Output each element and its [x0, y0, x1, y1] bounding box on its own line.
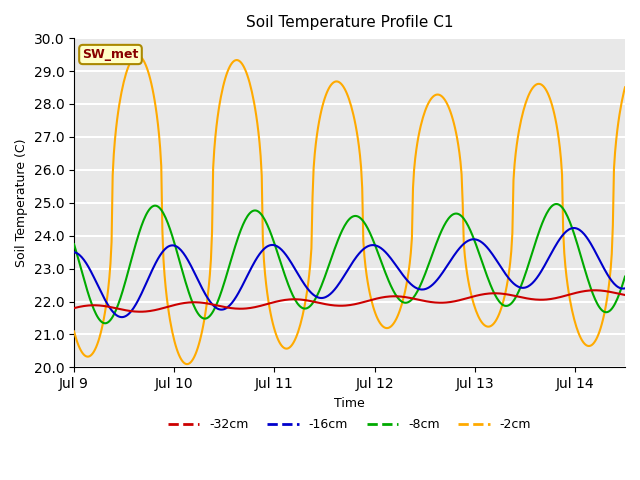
- Text: SW_met: SW_met: [83, 48, 139, 61]
- Title: Soil Temperature Profile C1: Soil Temperature Profile C1: [246, 15, 453, 30]
- Y-axis label: Soil Temperature (C): Soil Temperature (C): [15, 139, 28, 267]
- Legend: -32cm, -16cm, -8cm, -2cm: -32cm, -16cm, -8cm, -2cm: [163, 413, 536, 436]
- X-axis label: Time: Time: [334, 396, 365, 409]
